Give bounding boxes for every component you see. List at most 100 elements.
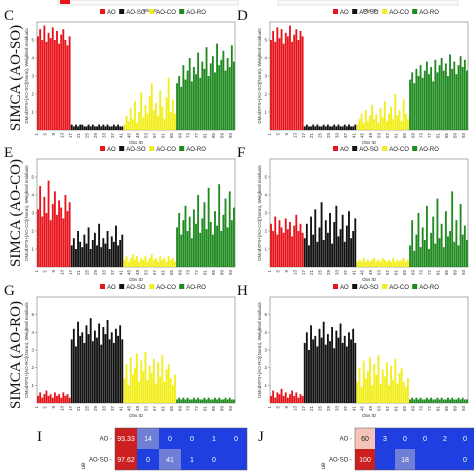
bar-g-ao-ro	[203, 397, 206, 403]
bar-c-ao-so	[110, 126, 113, 130]
legend-label-ao-ro: AO-RO	[186, 10, 206, 16]
bar-h-ao-ro	[409, 399, 411, 403]
bar-f-ao-so	[314, 209, 317, 267]
bar-e-ao-co	[131, 254, 134, 267]
x-tick-label-c: 65	[169, 133, 174, 139]
bar-g-ao-co	[169, 378, 172, 403]
legend-label-ao-ro: AO-RO	[186, 285, 206, 291]
bar-f-ao-ro	[415, 234, 418, 267]
bar-g-ao-so	[121, 339, 124, 403]
bar-f-ao	[295, 214, 298, 267]
heatmap-value-i: 1	[212, 436, 216, 443]
bar-g-ao	[49, 394, 52, 403]
bar-c-ao-co	[159, 90, 162, 130]
bar-f-ao-co	[360, 261, 363, 267]
bar-d-ao-ro	[419, 65, 422, 130]
bar-g-ao-co	[155, 383, 157, 403]
bar-c-ao	[68, 36, 71, 130]
bar-d-ao-so	[318, 126, 321, 130]
bar-f-ao-ro	[417, 213, 420, 267]
bar-h-ao-ro	[415, 397, 418, 403]
bar-h-ao-co	[392, 380, 395, 403]
bar-g-ao-co	[159, 376, 162, 403]
bar-h-ao-co	[398, 372, 401, 403]
bar-c-ao-co	[150, 83, 153, 130]
x-tick-label-c: 57	[152, 133, 157, 139]
bar-f-ao-ro	[463, 225, 466, 267]
legend-label-ao-so: AO-SO	[126, 10, 146, 16]
bar-f-ao-ro	[455, 220, 458, 267]
x-tick-label-h: 37	[343, 406, 348, 412]
x-tick-label-c: 5	[42, 133, 47, 136]
bar-f-ao	[280, 227, 283, 267]
bar-h-ao-so	[348, 332, 350, 403]
bar-h-ao	[291, 390, 294, 403]
bar-g-ao-co	[161, 355, 164, 403]
heatmap-value-i: 14	[144, 436, 152, 443]
bar-f-ao-so	[320, 202, 323, 267]
heatmap-value-j: 0	[463, 436, 467, 443]
bar-d-ao-so	[345, 126, 348, 130]
x-tick-label-g: 13	[59, 406, 64, 412]
top-strip-xlabel-right: Obs ID	[363, 8, 378, 13]
bar-d-ao	[278, 38, 281, 131]
x-tick-label-d: 13	[292, 133, 297, 139]
bar-g-ao-co	[136, 353, 138, 403]
bar-c-ao-so	[81, 124, 84, 130]
y-axis-label-f: DModXPS+[AO-CO](Norm), Weighted residual…	[257, 164, 262, 260]
bar-g-ao	[56, 395, 58, 403]
bar-g-ao-so	[87, 334, 90, 403]
bar-g-ao-ro	[222, 399, 225, 403]
bar-c-ao-co	[165, 97, 168, 130]
bar-c-ao	[45, 41, 48, 130]
bar-g-ao	[45, 390, 48, 403]
bar-h-ao-ro	[459, 399, 462, 403]
bar-f-ao-so	[303, 238, 306, 267]
bar-g-ao-co	[146, 380, 149, 403]
bar-f-ao-ro	[419, 247, 422, 267]
bar-e-ao-so	[72, 238, 75, 267]
heatmap-value-j: 18	[401, 457, 409, 464]
bar-g-ao-so	[108, 339, 111, 403]
bar-e-ao-co	[144, 256, 147, 267]
bar-d-ao-ro	[453, 61, 456, 130]
bar-e-ao-co	[133, 259, 136, 267]
bar-f-ao-ro	[453, 241, 456, 267]
bar-d-ao-ro	[425, 61, 428, 130]
bar-f-ao-ro	[413, 250, 416, 267]
x-tick-label-f: 89	[452, 270, 457, 276]
bar-g-ao-ro	[216, 399, 218, 403]
x-tick-label-e: 65	[169, 270, 174, 276]
bar-c-ao	[39, 29, 42, 131]
x-tick-label-d: 25	[318, 133, 323, 139]
bar-h-ao-so	[352, 328, 355, 403]
x-tick-label-h: 85	[444, 406, 449, 412]
x-tick-label-f: 65	[402, 270, 407, 276]
bar-h-ao-so	[312, 339, 315, 403]
bar-f-ao-co	[400, 259, 403, 267]
bar-d-ao	[299, 31, 302, 130]
legend-label-ao: AO	[340, 285, 349, 291]
bar-h-ao-so	[305, 332, 308, 403]
bar-e-ao-co	[146, 261, 149, 267]
bar-h-ao-so	[341, 342, 344, 403]
bar-e-ao-ro	[209, 222, 212, 267]
bar-h-ao-so	[310, 325, 312, 403]
bar-f-ao-so	[308, 245, 310, 267]
x-tick-label-f: 5	[275, 270, 280, 273]
panel-c: C AO AO-SO AO-CO AO-RO12345DModXPS+[AO-SO](N…	[4, 8, 236, 145]
x-tick-label-c: 41	[118, 133, 123, 139]
bar-e-ao	[39, 186, 42, 267]
bar-c-ao-ro	[209, 63, 212, 130]
bar-d-ao-co	[373, 119, 376, 130]
bar-f-ao-so	[326, 232, 329, 267]
heatmap-value-j: 100	[359, 457, 371, 464]
bar-d-ao-ro	[409, 79, 411, 130]
x-tick-label-h: 69	[410, 406, 415, 412]
bar-g-ao-ro	[195, 399, 197, 403]
bar-e-ao-ro	[232, 207, 235, 267]
x-tick-label-d: 33	[334, 133, 339, 139]
bar-d-ao	[293, 34, 296, 130]
bar-h-ao-co	[404, 387, 407, 403]
x-tick-label-d: 41	[351, 133, 356, 139]
